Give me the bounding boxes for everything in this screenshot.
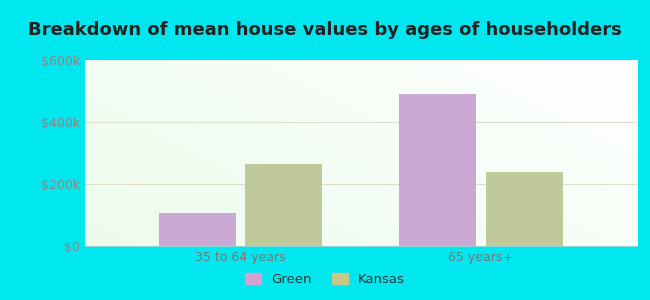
Bar [246,164,322,246]
Legend: Green, Kansas: Green, Kansas [241,269,409,290]
Text: Breakdown of mean house values by ages of householders: Breakdown of mean house values by ages o… [28,21,622,39]
Bar [399,94,476,246]
Bar [159,214,236,246]
Bar [486,172,562,246]
